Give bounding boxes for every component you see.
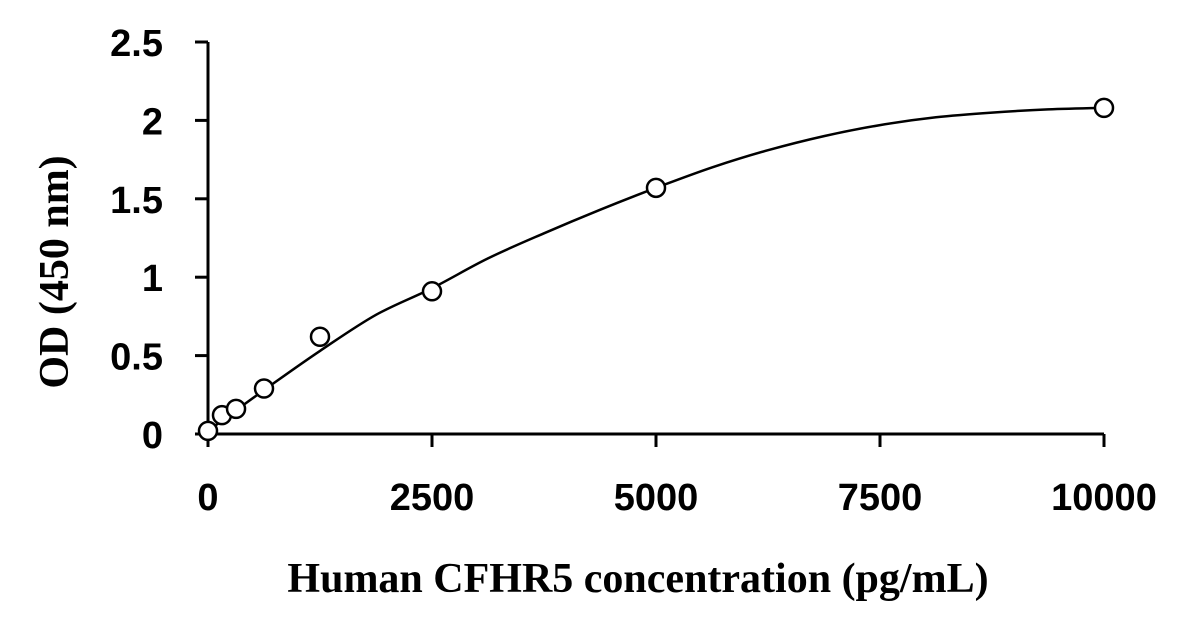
x-tick-label: 5000: [614, 477, 699, 519]
data-point: [197, 420, 219, 442]
data-point: [309, 326, 331, 348]
data-point: [645, 177, 667, 199]
data-points: [197, 97, 1115, 442]
fit-curve-layer: [207, 106, 1105, 432]
x-ticks: 0 2500 5000 7500 10000: [197, 434, 1157, 519]
y-tick-label: 0.5: [110, 337, 163, 379]
axes: [206, 42, 1104, 447]
x-axis-title: Human CFHR5 concentration (pg/mL): [287, 556, 988, 602]
data-point: [421, 281, 443, 302]
data-point: [225, 398, 247, 420]
x-tick-label: 0: [197, 477, 218, 519]
x-tick-label: 2500: [390, 477, 475, 519]
data-point: [1093, 97, 1115, 119]
fit-curve: [207, 106, 1105, 432]
x-tick-label: 7500: [838, 477, 923, 519]
y-axis-title: OD (450 nm): [32, 155, 78, 388]
y-tick-label: 1.5: [110, 180, 163, 222]
x-tick-label: 10000: [1051, 477, 1157, 519]
y-tick-label: 2: [142, 101, 163, 143]
y-tick-label: 2.5: [110, 23, 163, 65]
y-tick-label: 0: [142, 415, 163, 457]
y-ticks: 0 0.5 1 1.5 2 2.5: [110, 23, 208, 457]
y-tick-label: 1: [142, 258, 163, 300]
data-point: [253, 378, 275, 399]
